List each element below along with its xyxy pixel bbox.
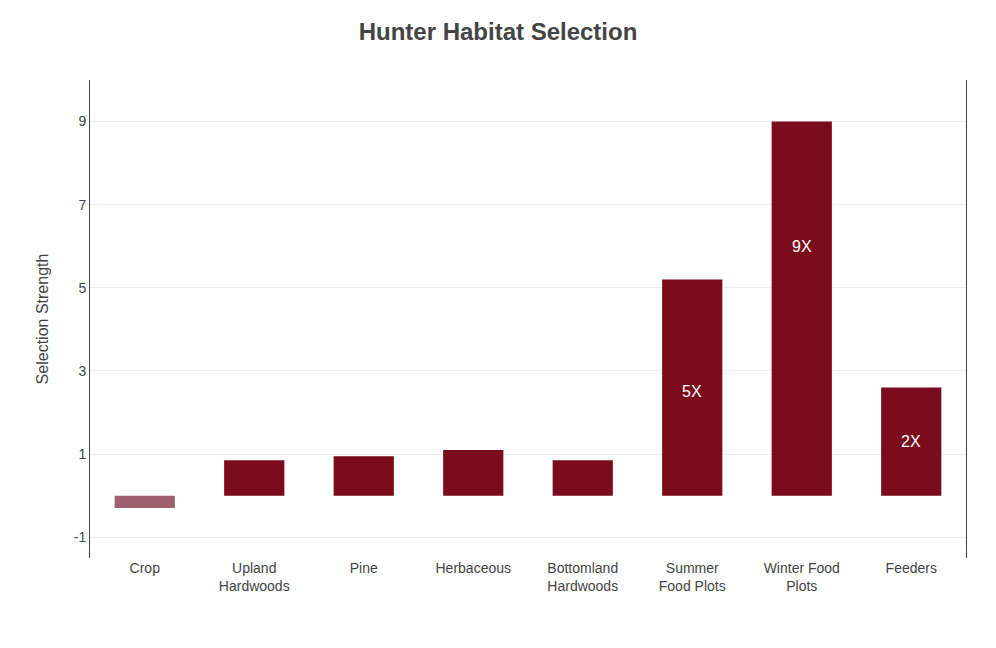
svg-text:Crop: Crop bbox=[130, 560, 161, 576]
svg-text:9: 9 bbox=[78, 113, 86, 129]
svg-text:Selection Strength: Selection Strength bbox=[34, 254, 51, 385]
svg-text:3: 3 bbox=[78, 363, 86, 379]
svg-text:Winter FoodPlots: Winter FoodPlots bbox=[764, 560, 840, 594]
svg-text:SummerFood Plots: SummerFood Plots bbox=[659, 560, 726, 594]
svg-text:7: 7 bbox=[78, 197, 86, 213]
svg-text:Hunter Habitat Selection: Hunter Habitat Selection bbox=[359, 18, 638, 45]
svg-text:Feeders: Feeders bbox=[886, 560, 937, 576]
svg-text:5X: 5X bbox=[682, 383, 702, 400]
svg-text:-1: -1 bbox=[74, 529, 87, 545]
svg-text:Pine: Pine bbox=[350, 560, 378, 576]
svg-text:UplandHardwoods: UplandHardwoods bbox=[219, 560, 290, 594]
svg-text:5: 5 bbox=[78, 280, 86, 296]
svg-text:2X: 2X bbox=[901, 433, 921, 450]
svg-text:Herbaceous: Herbaceous bbox=[436, 560, 512, 576]
svg-text:1: 1 bbox=[78, 446, 86, 462]
svg-text:9X: 9X bbox=[792, 238, 812, 255]
svg-text:BottomlandHardwoods: BottomlandHardwoods bbox=[547, 560, 618, 594]
